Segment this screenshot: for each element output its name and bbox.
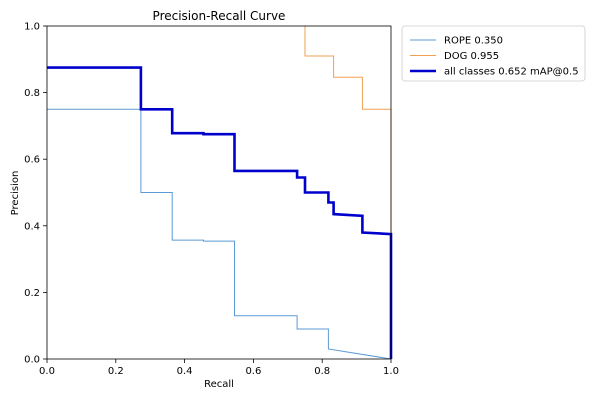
legend-label-2: all classes 0.652 mAP@0.5 (444, 67, 579, 78)
y-tick-label: 0.8 (24, 88, 40, 99)
series-line-0 (47, 108, 392, 360)
x-axis: 0.0 0.2 0.4 0.6 0.8 1.0 (39, 359, 399, 377)
x-tick-label: 0.6 (245, 366, 261, 377)
y-tick-label: 0.0 (24, 355, 40, 366)
x-tick-label: 0.4 (177, 366, 193, 377)
chart-title: Precision-Recall Curve (153, 9, 286, 23)
y-tick-label: 0.6 (24, 155, 40, 166)
legend-label-1: DOG 0.955 (444, 51, 499, 62)
series-line-2 (47, 66, 393, 359)
x-tick-label: 1.0 (383, 366, 399, 377)
series-line-1 (304, 26, 392, 359)
legend-label-0: ROPE 0.350 (444, 36, 503, 47)
x-axis-title: Recall (204, 379, 234, 390)
x-tick-label: 0.0 (39, 366, 55, 377)
plot-lines (47, 26, 393, 360)
x-tick-label: 0.2 (108, 366, 124, 377)
legend: ROPE 0.350 DOG 0.955 all classes 0.652 mAP… (401, 25, 586, 82)
y-axis: 0.0 0.2 0.4 0.6 0.8 1.0 (24, 22, 47, 366)
plot-frame (46, 25, 392, 360)
y-tick-label: 1.0 (24, 22, 40, 33)
y-tick-label: 0.4 (24, 221, 40, 232)
x-tick-label: 0.8 (314, 366, 330, 377)
y-tick-label: 0.2 (24, 288, 40, 299)
y-axis-title: Precision (10, 171, 21, 216)
legend-frame (401, 25, 586, 82)
